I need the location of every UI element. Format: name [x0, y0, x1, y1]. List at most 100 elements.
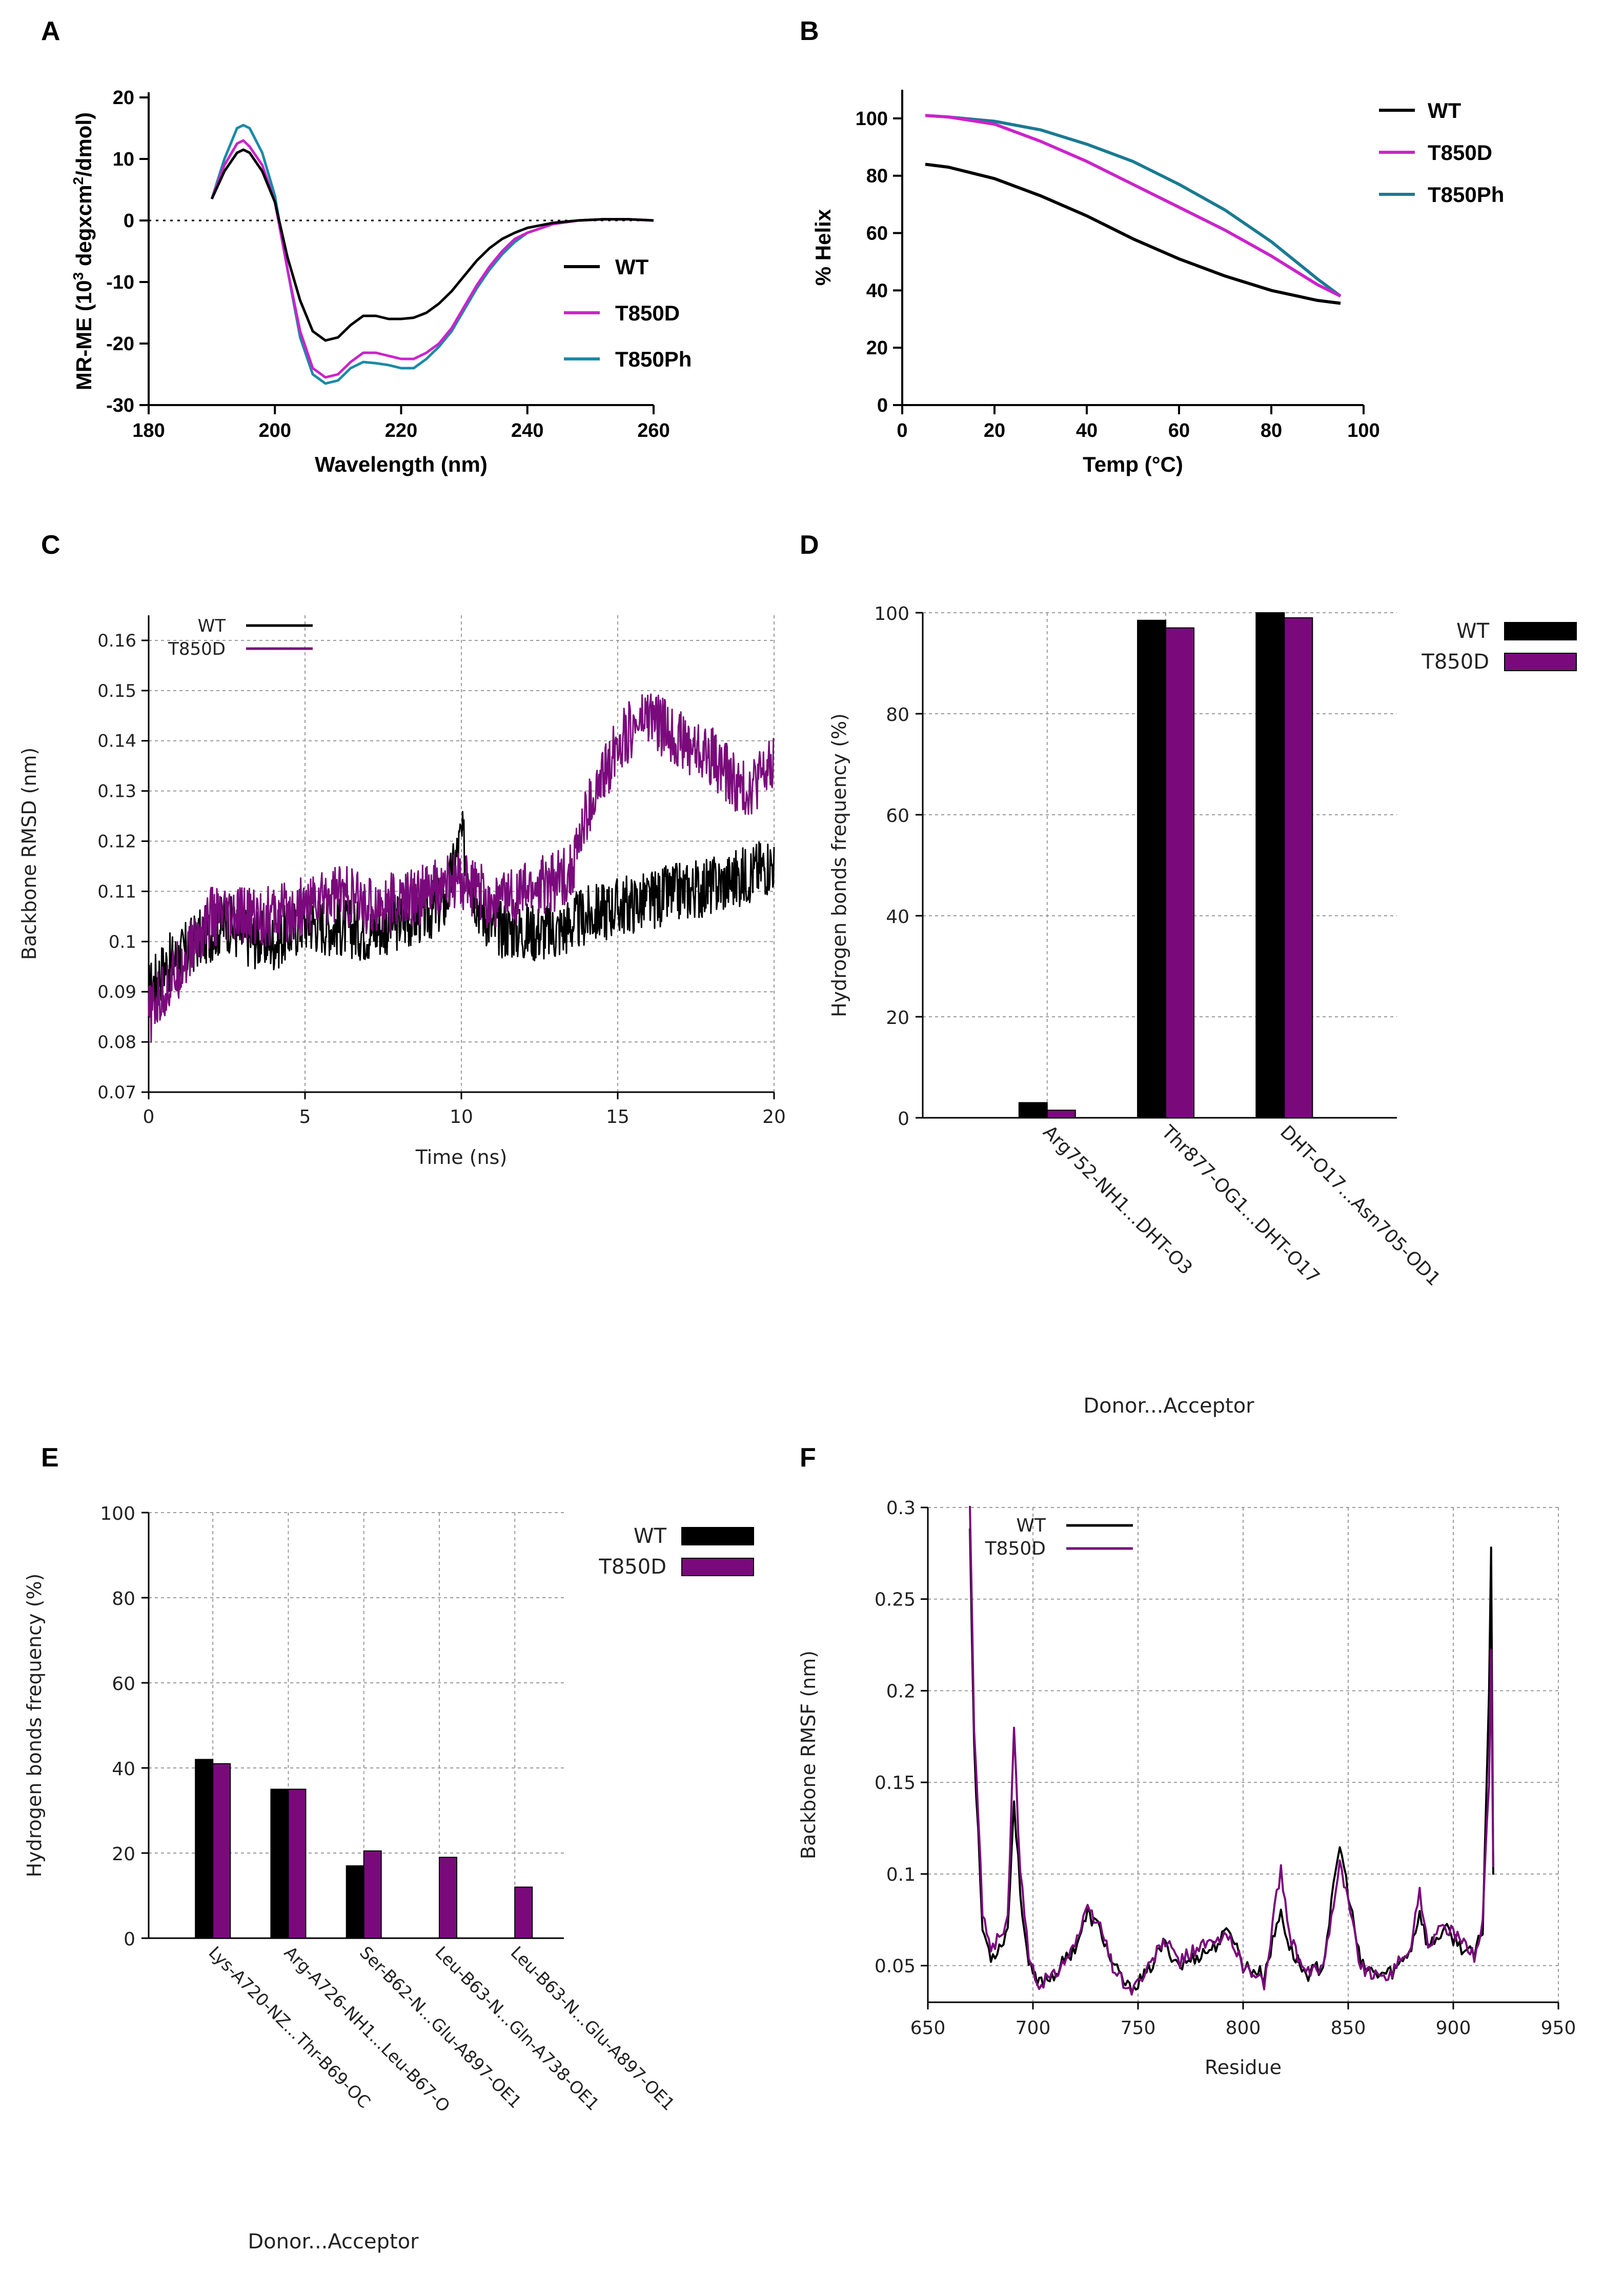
panel-e-legend-swatch-1: [681, 1558, 754, 1576]
panel-c-legend-label-0: WT: [198, 616, 226, 636]
panel-a-y-label-part: /dmol): [72, 112, 96, 177]
panel-a-y-label-part: 3: [70, 272, 86, 280]
panel-d-y-tick-label: 20: [886, 1008, 909, 1029]
panel-b-x-tick-label: 60: [1168, 420, 1190, 441]
panel-c-y-tick-label: 0.12: [97, 832, 136, 852]
panel-e-category-label: Ser-B62-N...Glu-A897-OE1: [356, 1942, 525, 2112]
panel-d-y-tick-label: 40: [886, 907, 909, 928]
panel-e-legend-swatch-0: [681, 1527, 754, 1545]
panel-a-legend-label-2: T850Ph: [615, 347, 692, 371]
panel-c-x-label: Time (ns): [415, 1146, 508, 1169]
panel-label-b: B: [800, 16, 819, 46]
panel-f-y-tick-label: 0.2: [886, 1681, 916, 1702]
panel-f-y-tick-label: 0.05: [875, 1956, 916, 1977]
panel-b-y-tick-label: 20: [866, 337, 888, 359]
panel-e-category-label: Leu-B63-N...Gln-A738-OE1: [431, 1942, 603, 2115]
panel-f: 650 700 750 800 850 900 950 0.05 0.1 0.15 0.2 0.25 0…: [797, 1498, 1576, 2079]
panel-e-x-label: Donor...Acceptor: [248, 2230, 419, 2254]
panel-e-y-tick-label: 20: [112, 1844, 135, 1865]
panel-c-x-tick-label: 10: [450, 1107, 473, 1128]
panel-a-y-tick-label: -10: [106, 272, 134, 293]
panel-d-bar-t850d: [1284, 617, 1313, 1118]
panel-e-y-tick-label: 100: [100, 1503, 135, 1524]
panel-e-bar-t850d: [288, 1788, 307, 1939]
panel-b-legend-label-2: T850Ph: [1428, 183, 1504, 207]
panel-d-bar-wt: [1255, 612, 1285, 1118]
panel-e: 020406080100Lys-A720-NZ...Thr-B69-OCArg-…: [23, 1503, 754, 2254]
panel-a-y-label: MR-ME (103 degxcm2/dmol): [70, 112, 96, 390]
panel-a-y-tick-label: 10: [113, 149, 134, 170]
panel-b-y-tick-label: 60: [866, 223, 888, 245]
panel-f-x-tick-label: 750: [1121, 2018, 1156, 2039]
panel-e-y-tick-label: 60: [112, 1674, 135, 1695]
panel-f-y-tick-label: 0.15: [875, 1773, 916, 1794]
panel-a: 180 200 220 240 260 20 10 0 -10 -20 -30 Wavelength …: [70, 87, 692, 476]
panel-b-series-t850ph: [925, 114, 1342, 297]
panel-e-bar-t850d: [439, 1857, 457, 1939]
panel-f-y-tick-label: 0.1: [886, 1864, 916, 1885]
panel-a-series-wt: [210, 148, 654, 342]
panel-a-y-label-part: MR-ME (10: [72, 280, 96, 390]
panel-a-series-t850ph: [210, 124, 654, 385]
panel-b-x-tick-label: 100: [1347, 420, 1379, 441]
panel-c-y-tick-label: 0.16: [97, 631, 136, 651]
panel-c-series-wt: [148, 811, 775, 1017]
panel-b-y-tick-label: 100: [856, 108, 888, 130]
panel-e-bar-wt: [270, 1788, 289, 1939]
panel-e-legend-label-0: WT: [634, 1524, 667, 1548]
panel-d-legend-swatch-0: [1504, 622, 1577, 640]
panel-a-x-tick-label: 240: [511, 420, 543, 441]
panel-d-bar-t850d: [1046, 1110, 1076, 1119]
panel-a-y-tick-label: -30: [106, 395, 134, 416]
panel-b-x-tick-label: 0: [897, 420, 907, 441]
panel-f-legend-label-1: T850D: [985, 1538, 1046, 1559]
panel-c-series-t850d: [148, 693, 775, 1043]
panel-e-y-tick-label: 0: [124, 1929, 135, 1950]
panel-e-bar-t850d: [514, 1886, 533, 1939]
panel-f-x-tick-label: 700: [1016, 2018, 1051, 2039]
panel-c-x-tick-label: 20: [762, 1107, 786, 1128]
panel-c-y-tick-label: 0.07: [97, 1082, 136, 1103]
panel-e-bar-wt: [195, 1759, 214, 1939]
panel-e-y-tick-label: 40: [112, 1759, 135, 1780]
panel-label-f: F: [800, 1443, 816, 1473]
panel-a-legend-label-0: WT: [615, 255, 649, 279]
panel-c-x-tick-label: 5: [299, 1107, 311, 1128]
panel-b-legend-label-1: T850D: [1428, 140, 1492, 165]
panel-c-x-tick-label: 15: [606, 1107, 630, 1128]
panel-f-series-t850d: [969, 1505, 1494, 1996]
panel-d-y-tick-label: 0: [898, 1109, 909, 1130]
panel-a-y-tick-label: 0: [124, 210, 134, 232]
panel-d-bar-wt: [1018, 1102, 1048, 1118]
panel-f-x-tick-label: 650: [910, 2018, 946, 2039]
panel-b-y-label: % Helix: [811, 209, 835, 286]
panel-d-legend-label-1: T850D: [1421, 650, 1489, 674]
panel-f-x-tick-label: 800: [1226, 2018, 1261, 2039]
panel-c-y-tick-label: 0.09: [97, 982, 136, 1002]
panel-f-x-label: Residue: [1205, 2056, 1282, 2079]
panel-d-bar-t850d: [1165, 627, 1195, 1119]
panel-c-y-tick-label: 0.13: [97, 781, 136, 802]
panel-b-y-tick-label: 40: [866, 280, 888, 301]
panel-a-x-tick-label: 180: [132, 420, 165, 441]
panel-label-d: D: [800, 530, 819, 560]
panel-c-y-tick-label: 0.08: [97, 1032, 136, 1053]
panel-e-bar-wt: [346, 1865, 364, 1939]
panel-d-y-tick-label: 100: [874, 604, 909, 625]
panel-b-y-tick-label: 0: [877, 395, 888, 416]
panel-b-x-label: Temp (°C): [1083, 452, 1183, 476]
panel-b-x-tick-label: 40: [1076, 420, 1098, 441]
panel-a-x-tick-label: 220: [385, 420, 417, 441]
panel-e-category-label: Lys-A720-NZ...Thr-B69-OC: [205, 1942, 375, 2112]
panel-a-y-tick-label: -20: [106, 333, 134, 355]
panel-f-x-tick-label: 850: [1331, 2018, 1366, 2039]
panel-f-y-tick-label: 0.3: [886, 1498, 916, 1519]
panel-f-y-tick-label: 0.25: [875, 1590, 916, 1611]
panel-e-bar-t850d: [363, 1850, 382, 1939]
panel-a-y-label-part: 2: [70, 177, 86, 185]
panel-b-series-wt: [925, 163, 1341, 305]
panel-d-x-label: Donor...Acceptor: [1083, 1394, 1254, 1418]
panel-e-category-label: Leu-B63-N...Glu-A897-OE1: [507, 1942, 679, 2115]
panel-c-x-tick-label: 0: [143, 1107, 155, 1128]
